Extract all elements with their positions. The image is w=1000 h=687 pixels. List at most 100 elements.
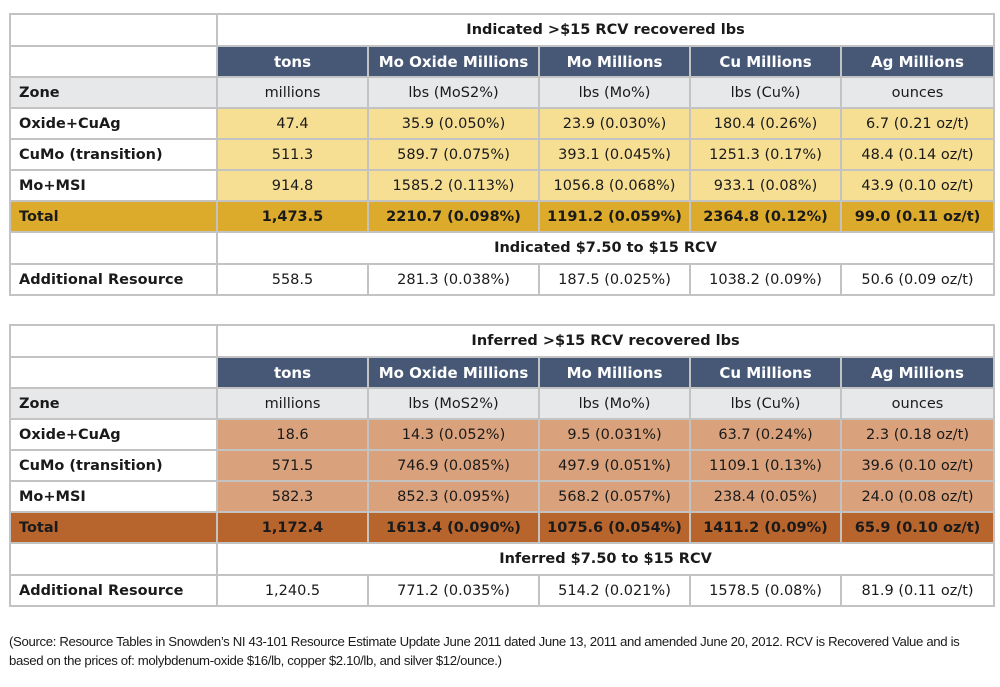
value-cell: 48.4 (0.14 oz/t) xyxy=(839,138,996,171)
zone-name: CuMo (transition) xyxy=(9,138,218,171)
unit-cell: lbs (Mo%) xyxy=(538,387,691,420)
blank-cell xyxy=(9,231,218,265)
table-row: CuMo (transition) 571.5 746.9 (0.085%) 4… xyxy=(9,449,996,482)
total-cell: 1613.4 (0.090%) xyxy=(367,511,540,544)
value-cell: 1585.2 (0.113%) xyxy=(367,169,540,202)
value-cell: 18.6 xyxy=(216,418,369,451)
zone-name: CuMo (transition) xyxy=(9,449,218,482)
subtitle-row: Indicated $7.50 to $15 RCV xyxy=(9,231,996,265)
unit-cell: millions xyxy=(216,387,369,420)
value-cell: 568.2 (0.057%) xyxy=(538,480,691,513)
value-cell: 589.7 (0.075%) xyxy=(367,138,540,171)
value-cell: 180.4 (0.26%) xyxy=(689,107,842,140)
value-cell: 558.5 xyxy=(216,263,369,296)
total-label: Total xyxy=(9,200,218,233)
value-cell: 24.0 (0.08 oz/t) xyxy=(839,480,996,513)
blank-cell xyxy=(9,13,218,47)
table-row: Mo+MSI 582.3 852.3 (0.095%) 568.2 (0.057… xyxy=(9,480,996,513)
zone-name: Mo+MSI xyxy=(9,169,218,202)
total-cell: 1191.2 (0.059%) xyxy=(538,200,691,233)
table-row: Oxide+CuAg 47.4 35.9 (0.050%) 23.9 (0.03… xyxy=(9,107,996,140)
table-title-row: Indicated >$15 RCV recovered lbs xyxy=(9,13,996,47)
unit-cell: lbs (Cu%) xyxy=(689,387,842,420)
value-cell: 50.6 (0.09 oz/t) xyxy=(839,263,996,296)
column-header-row: tons Mo Oxide Millions Mo Millions Cu Mi… xyxy=(9,356,996,389)
value-cell: 47.4 xyxy=(216,107,369,140)
indicated-resource-table: Indicated >$15 RCV recovered lbs tons Mo… xyxy=(9,13,996,296)
total-label: Total xyxy=(9,511,218,544)
value-cell: 514.2 (0.021%) xyxy=(538,574,691,607)
blank-cell xyxy=(9,356,218,389)
value-cell: 914.8 xyxy=(216,169,369,202)
total-row: Total 1,473.5 2210.7 (0.098%) 1191.2 (0.… xyxy=(9,200,996,233)
total-cell: 1411.2 (0.09%) xyxy=(689,511,842,544)
unit-cell: lbs (Mo%) xyxy=(538,76,691,109)
total-cell: 1,473.5 xyxy=(216,200,369,233)
value-cell: 746.9 (0.085%) xyxy=(367,449,540,482)
value-cell: 1,240.5 xyxy=(216,574,369,607)
unit-cell: lbs (Cu%) xyxy=(689,76,842,109)
zone-name: Oxide+CuAg xyxy=(9,107,218,140)
column-header-cu: Cu Millions xyxy=(689,45,842,78)
column-header-mo: Mo Millions xyxy=(538,45,691,78)
table-subtitle: Inferred $7.50 to $15 RCV xyxy=(215,542,996,576)
table-row: Oxide+CuAg 18.6 14.3 (0.052%) 9.5 (0.031… xyxy=(9,418,996,451)
source-footnote: (Source: Resource Tables in Snowden’s NI… xyxy=(9,634,960,668)
table-subtitle: Indicated $7.50 to $15 RCV xyxy=(215,231,996,265)
additional-resource-label: Additional Resource xyxy=(9,263,218,296)
value-cell: 771.2 (0.035%) xyxy=(367,574,540,607)
table-row: Mo+MSI 914.8 1585.2 (0.113%) 1056.8 (0.0… xyxy=(9,169,996,202)
value-cell: 35.9 (0.050%) xyxy=(367,107,540,140)
value-cell: 281.3 (0.038%) xyxy=(367,263,540,296)
value-cell: 14.3 (0.052%) xyxy=(367,418,540,451)
column-header-cu: Cu Millions xyxy=(689,356,842,389)
value-cell: 9.5 (0.031%) xyxy=(538,418,691,451)
table-title: Indicated >$15 RCV recovered lbs xyxy=(215,13,996,47)
value-cell: 81.9 (0.11 oz/t) xyxy=(839,574,996,607)
unit-cell: ounces xyxy=(839,76,996,109)
value-cell: 511.3 xyxy=(216,138,369,171)
total-cell: 2364.8 (0.12%) xyxy=(689,200,842,233)
additional-resource-row: Additional Resource 1,240.5 771.2 (0.035… xyxy=(9,574,996,607)
value-cell: 1056.8 (0.068%) xyxy=(538,169,691,202)
total-cell: 99.0 (0.11 oz/t) xyxy=(839,200,996,233)
subtitle-row: Inferred $7.50 to $15 RCV xyxy=(9,542,996,576)
total-row: Total 1,172.4 1613.4 (0.090%) 1075.6 (0.… xyxy=(9,511,996,544)
value-cell: 582.3 xyxy=(216,480,369,513)
column-header-ag: Ag Millions xyxy=(839,356,996,389)
value-cell: 63.7 (0.24%) xyxy=(689,418,842,451)
table-title-row: Inferred >$15 RCV recovered lbs xyxy=(9,324,996,358)
value-cell: 1038.2 (0.09%) xyxy=(689,263,842,296)
zone-name: Oxide+CuAg xyxy=(9,418,218,451)
value-cell: 497.9 (0.051%) xyxy=(538,449,691,482)
inferred-resource-table: Inferred >$15 RCV recovered lbs tons Mo … xyxy=(9,324,996,607)
zone-label: Zone xyxy=(9,76,218,109)
column-header-row: tons Mo Oxide Millions Mo Millions Cu Mi… xyxy=(9,45,996,78)
total-cell: 1075.6 (0.054%) xyxy=(538,511,691,544)
value-cell: 23.9 (0.030%) xyxy=(538,107,691,140)
column-header-ag: Ag Millions xyxy=(839,45,996,78)
column-header-tons: tons xyxy=(216,45,369,78)
value-cell: 1109.1 (0.13%) xyxy=(689,449,842,482)
total-cell: 65.9 (0.10 oz/t) xyxy=(839,511,996,544)
column-header-tons: tons xyxy=(216,356,369,389)
table-title: Inferred >$15 RCV recovered lbs xyxy=(215,324,996,358)
blank-cell xyxy=(9,324,218,358)
value-cell: 852.3 (0.095%) xyxy=(367,480,540,513)
blank-cell xyxy=(9,45,218,78)
zone-name: Mo+MSI xyxy=(9,480,218,513)
value-cell: 571.5 xyxy=(216,449,369,482)
column-header-mo-oxide: Mo Oxide Millions xyxy=(367,356,540,389)
unit-cell: ounces xyxy=(839,387,996,420)
column-header-mo-oxide: Mo Oxide Millions xyxy=(367,45,540,78)
value-cell: 1251.3 (0.17%) xyxy=(689,138,842,171)
additional-resource-label: Additional Resource xyxy=(9,574,218,607)
units-row: Zone millions lbs (MoS2%) lbs (Mo%) lbs … xyxy=(9,76,996,109)
additional-resource-row: Additional Resource 558.5 281.3 (0.038%)… xyxy=(9,263,996,296)
total-cell: 1,172.4 xyxy=(216,511,369,544)
value-cell: 238.4 (0.05%) xyxy=(689,480,842,513)
column-header-mo: Mo Millions xyxy=(538,356,691,389)
unit-cell: lbs (MoS2%) xyxy=(367,387,540,420)
units-row: Zone millions lbs (MoS2%) lbs (Mo%) lbs … xyxy=(9,387,996,420)
value-cell: 187.5 (0.025%) xyxy=(538,263,691,296)
